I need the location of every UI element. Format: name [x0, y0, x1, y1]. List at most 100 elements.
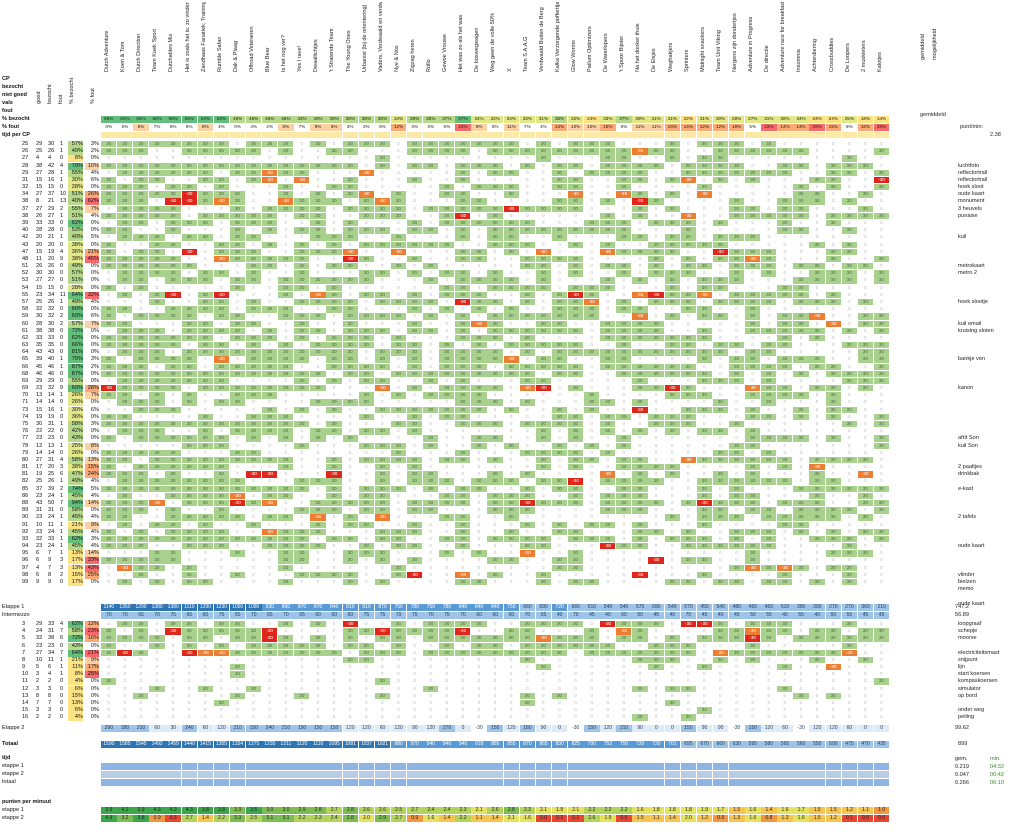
- empty-cell: 0: [536, 507, 551, 513]
- empty-cell: 0: [713, 385, 728, 391]
- tijd-gem-2: 0.047: [955, 772, 969, 778]
- intermezzo-cell: 45: [857, 612, 874, 619]
- visit-cell: 30: [455, 270, 471, 277]
- visit-cell: 30: [825, 363, 841, 370]
- tijd-per-cp-cell: [229, 132, 246, 138]
- empty-cell: 0: [359, 565, 374, 571]
- empty-cell: 0: [487, 714, 502, 720]
- visit-cell: 30: [535, 500, 551, 507]
- visit-cell: 30: [503, 241, 519, 248]
- visit-cell: 30: [503, 478, 519, 485]
- empty-cell: 0: [681, 184, 696, 190]
- empty-cell: 0: [777, 421, 792, 427]
- empty-cell: 0: [455, 643, 470, 649]
- visit-cell: 30: [342, 162, 358, 169]
- visit-cell: 30: [133, 327, 149, 335]
- empty-cell: 0: [375, 335, 390, 341]
- visit-cell: -30: [745, 628, 761, 635]
- visit-cell: 30: [519, 148, 535, 155]
- empty-cell: 0: [793, 686, 808, 692]
- empty-cell: 0: [536, 306, 551, 312]
- empty-cell: 0: [600, 378, 615, 384]
- row-goed: 39: [36, 356, 42, 363]
- visit-cell: 30: [213, 500, 229, 507]
- visit-cell: 30: [487, 169, 503, 177]
- empty-cell: 0: [391, 177, 406, 183]
- visit-cell: 30: [374, 428, 390, 435]
- empty-cell: 0: [149, 693, 164, 699]
- visit-cell: 30: [213, 270, 229, 277]
- visit-cell: 30: [245, 248, 262, 256]
- empty-cell: 0: [439, 299, 454, 305]
- visit-cell: 30: [712, 377, 729, 385]
- visit-cell: 30: [841, 263, 857, 270]
- empty-cell: 0: [616, 378, 631, 384]
- visit-cell: 30: [455, 327, 471, 335]
- empty-cell: 0: [504, 155, 519, 161]
- empty-cell: 0: [874, 650, 889, 656]
- empty-cell: 0: [858, 184, 873, 190]
- visit-cell: -30: [825, 664, 841, 671]
- empty-cell: 0: [455, 657, 470, 663]
- visit-cell: -30: [262, 471, 278, 478]
- visit-cell: 30: [423, 478, 439, 485]
- row-fout: 0: [60, 349, 63, 356]
- empty-cell: 0: [423, 191, 438, 197]
- visit-cell: 30: [567, 421, 584, 428]
- visit-cell: 30: [326, 356, 342, 363]
- visit-cell: 30: [326, 406, 342, 414]
- totaal-cell: 1235: [262, 741, 278, 748]
- etappe1-cell: 750: [390, 604, 407, 611]
- visit-cell: 30: [503, 635, 519, 642]
- team-header: Weghakjers: [668, 43, 674, 72]
- empty-cell: 0: [874, 263, 889, 269]
- empty-cell: 0: [165, 707, 180, 713]
- empty-cell: 0: [262, 184, 277, 190]
- tijd-cell: [825, 779, 842, 786]
- empty-cell: 0: [874, 543, 889, 549]
- empty-cell: 0: [761, 321, 776, 327]
- empty-cell: 0: [665, 557, 680, 563]
- visit-cell: 30: [535, 263, 551, 270]
- visit-cell: 30: [728, 255, 745, 263]
- visit-cell: 30: [680, 241, 696, 248]
- empty-cell: 0: [133, 321, 148, 327]
- visit-cell: 30: [761, 255, 777, 263]
- visit-cell: 30: [745, 464, 761, 471]
- visit-cell: 30: [181, 485, 197, 492]
- row-pct-bezocht: 49%: [68, 263, 83, 271]
- row-cp-number: 69: [22, 385, 28, 392]
- visit-cell: 30: [406, 385, 423, 392]
- totaal-avg: 899: [958, 741, 967, 747]
- visit-cell: 30: [197, 521, 213, 528]
- empty-cell: 0: [584, 371, 599, 377]
- visit-cell: 30: [487, 234, 503, 241]
- empty-cell: 0: [600, 550, 615, 556]
- empty-cell: 0: [487, 678, 502, 684]
- visit-cell: 30: [133, 635, 149, 642]
- visit-cell: 30: [342, 500, 358, 507]
- visit-cell: 30: [712, 500, 729, 507]
- visit-cell: 30: [229, 571, 246, 579]
- visit-cell: 30: [841, 571, 857, 579]
- visit-cell: 30: [519, 205, 535, 212]
- empty-cell: 0: [681, 700, 696, 706]
- visit-cell: 30: [551, 635, 568, 642]
- empty-cell: 0: [407, 206, 422, 212]
- visit-cell: 30: [535, 313, 551, 320]
- visit-cell: -30: [873, 176, 890, 184]
- visit-cell: 30: [294, 327, 310, 335]
- visit-cell: 30: [342, 349, 358, 356]
- empty-cell: 0: [584, 155, 599, 161]
- empty-cell: 0: [858, 700, 873, 706]
- empty-cell: 0: [584, 707, 599, 713]
- tijd-cell: [197, 771, 214, 778]
- empty-cell: 0: [874, 335, 889, 341]
- empty-cell: 0: [101, 155, 116, 161]
- totaal-cell: 830: [551, 741, 568, 748]
- visit-cell: 30: [439, 550, 455, 557]
- etappe1-cell: 450: [761, 604, 777, 611]
- visit-cell: 30: [390, 263, 407, 270]
- visit-cell: 30: [809, 363, 825, 370]
- visit-cell: 30: [519, 263, 535, 270]
